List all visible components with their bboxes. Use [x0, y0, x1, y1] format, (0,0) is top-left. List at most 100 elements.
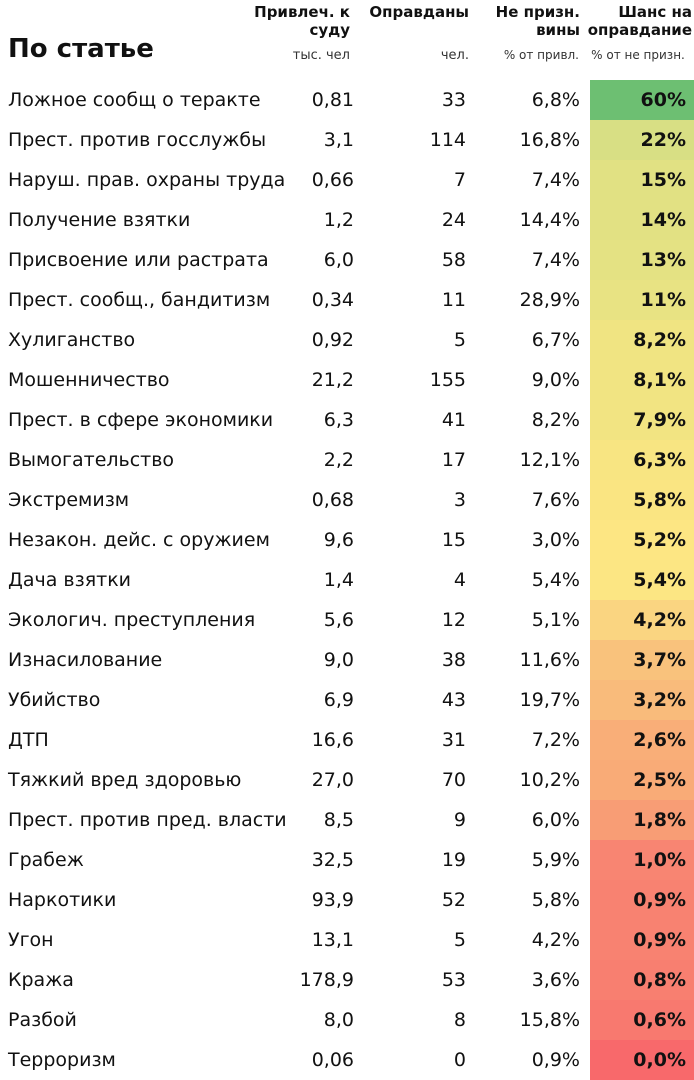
cell-not-guilty: 0,9% [531, 1049, 580, 1071]
cell-accused: 1,2 [323, 209, 354, 231]
table-row: Изнасилование 9,0 38 11,6% 3,7% [0, 640, 694, 680]
row-name: Экологич. преступления [8, 609, 256, 631]
cell-accused: 21,2 [311, 369, 354, 391]
cell-accused: 3,1 [323, 129, 354, 151]
header-acquitted: Оправданы [369, 3, 469, 21]
cell-chance: 0,0% [590, 1040, 694, 1080]
table-row: Хулиганство 0,92 5 6,7% 8,2% [0, 320, 694, 360]
table-row: Тяжкий вред здоровью 27,0 70 10,2% 2,5% [0, 760, 694, 800]
cell-acquitted: 5 [453, 929, 466, 951]
cell-accused: 5,6 [323, 609, 354, 631]
cell-acquitted: 3 [453, 489, 466, 511]
cell-not-guilty: 7,4% [531, 249, 580, 271]
cell-chance: 0,8% [590, 960, 694, 1000]
cell-acquitted: 43 [441, 689, 466, 711]
cell-accused: 27,0 [311, 769, 354, 791]
unit-not-guilty: % от привл. [503, 48, 579, 62]
cell-chance: 6,3% [590, 440, 694, 480]
cell-acquitted: 41 [441, 409, 466, 431]
cell-accused: 9,0 [323, 649, 354, 671]
cell-chance: 22% [590, 120, 694, 160]
row-name: Убийство [8, 689, 101, 711]
cell-acquitted: 19 [441, 849, 466, 871]
cell-acquitted: 38 [441, 649, 466, 671]
cell-not-guilty: 7,4% [531, 169, 580, 191]
table-row: Прест. против пред. власти 8,5 9 6,0% 1,8% [0, 800, 694, 840]
cell-accused: 8,5 [323, 809, 354, 831]
cell-not-guilty: 8,2% [531, 409, 580, 431]
cell-chance: 7,9% [590, 400, 694, 440]
cell-chance: 4,2% [590, 600, 694, 640]
cell-accused: 1,4 [323, 569, 354, 591]
cell-acquitted: 9 [453, 809, 466, 831]
cell-chance: 1,8% [590, 800, 694, 840]
row-name: Кража [8, 969, 74, 991]
cell-acquitted: 17 [441, 449, 466, 471]
row-name: Изнасилование [8, 649, 163, 671]
cell-accused: 0,81 [311, 89, 354, 111]
table-row: Прест. сообщ., бандитизм 0,34 11 28,9% 11% [0, 280, 694, 320]
cell-not-guilty: 7,6% [531, 489, 580, 511]
row-name: Терроризм [8, 1049, 116, 1071]
unit-chance: % от не призн. [591, 48, 685, 62]
cell-chance: 5,2% [590, 520, 694, 560]
cell-acquitted: 58 [441, 249, 466, 271]
row-name: Мошенничество [8, 369, 170, 391]
cell-accused: 0,66 [311, 169, 354, 191]
cell-acquitted: 7 [453, 169, 466, 191]
cell-chance: 14% [590, 200, 694, 240]
cell-not-guilty: 6,0% [531, 809, 580, 831]
cell-chance: 5,8% [590, 480, 694, 520]
cell-acquitted: 15 [441, 529, 466, 551]
cell-acquitted: 12 [441, 609, 466, 631]
cell-not-guilty: 12,1% [519, 449, 580, 471]
table-body: Ложное сообщ о теракте 0,81 33 6,8% 60% Прест… [0, 80, 694, 1080]
cell-chance: 0,9% [590, 880, 694, 920]
row-name: Ложное сообщ о теракте [8, 89, 261, 111]
cell-accused: 178,9 [299, 969, 354, 991]
cell-acquitted: 5 [453, 329, 466, 351]
cell-chance: 8,2% [590, 320, 694, 360]
row-name: Разбой [8, 1009, 77, 1031]
cell-accused: 93,9 [311, 889, 354, 911]
cell-not-guilty: 6,7% [531, 329, 580, 351]
unit-acquitted: чел. [440, 48, 469, 63]
cell-not-guilty: 6,8% [531, 89, 580, 111]
cell-chance: 11% [590, 280, 694, 320]
cell-not-guilty: 28,9% [519, 289, 580, 311]
cell-chance: 60% [590, 80, 694, 120]
row-name: Прест. сообщ., бандитизм [8, 289, 271, 311]
table-row: Получение взятки 1,2 24 14,4% 14% [0, 200, 694, 240]
cell-acquitted: 114 [429, 129, 466, 151]
cell-accused: 6,3 [323, 409, 354, 431]
cell-accused: 6,0 [323, 249, 354, 271]
cell-not-guilty: 4,2% [531, 929, 580, 951]
cell-chance: 0,9% [590, 920, 694, 960]
cell-accused: 8,0 [323, 1009, 354, 1031]
cell-chance: 8,1% [590, 360, 694, 400]
cell-acquitted: 11 [441, 289, 466, 311]
cell-not-guilty: 15,8% [519, 1009, 580, 1031]
row-name: Прест. против пред. власти [8, 809, 287, 831]
cell-accused: 2,2 [323, 449, 354, 471]
row-name: Получение взятки [8, 209, 191, 231]
table-row: Незакон. дейс. с оружием 9,6 15 3,0% 5,2% [0, 520, 694, 560]
cell-not-guilty: 5,8% [531, 889, 580, 911]
table-row: Угон 13,1 5 4,2% 0,9% [0, 920, 694, 960]
row-name: Прест. против госслужбы [8, 129, 267, 151]
cell-chance: 13% [590, 240, 694, 280]
cell-not-guilty: 11,6% [519, 649, 580, 671]
header-chance: Шанс на оправдание [587, 3, 692, 39]
row-name: ДТП [8, 729, 49, 751]
table-row: Убийство 6,9 43 19,7% 3,2% [0, 680, 694, 720]
cell-not-guilty: 9,0% [531, 369, 580, 391]
cell-acquitted: 33 [441, 89, 466, 111]
cell-accused: 16,6 [311, 729, 354, 751]
table-row: Прест. против госслужбы 3,1 114 16,8% 22% [0, 120, 694, 160]
cell-accused: 9,6 [323, 529, 354, 551]
cell-not-guilty: 10,2% [519, 769, 580, 791]
cell-acquitted: 52 [441, 889, 466, 911]
cell-not-guilty: 19,7% [519, 689, 580, 711]
row-name: Вымогательство [8, 449, 175, 471]
cell-acquitted: 4 [453, 569, 466, 591]
